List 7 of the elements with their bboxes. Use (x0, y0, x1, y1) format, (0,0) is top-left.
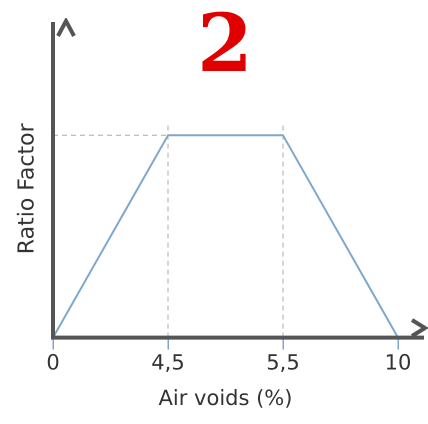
x-tick-label: 10 (384, 350, 412, 375)
y-axis-title: Ratio Factor (14, 122, 40, 254)
x-axis-title: Air voids (%) (158, 386, 292, 410)
x-tick-label: 0 (46, 350, 60, 375)
text: 2 (197, 0, 253, 90)
x-tick-label: 5,5 (266, 350, 300, 375)
x-tick-label: 4,5 (151, 350, 185, 375)
